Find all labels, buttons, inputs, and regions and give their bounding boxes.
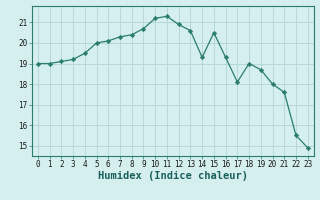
X-axis label: Humidex (Indice chaleur): Humidex (Indice chaleur) [98, 171, 248, 181]
